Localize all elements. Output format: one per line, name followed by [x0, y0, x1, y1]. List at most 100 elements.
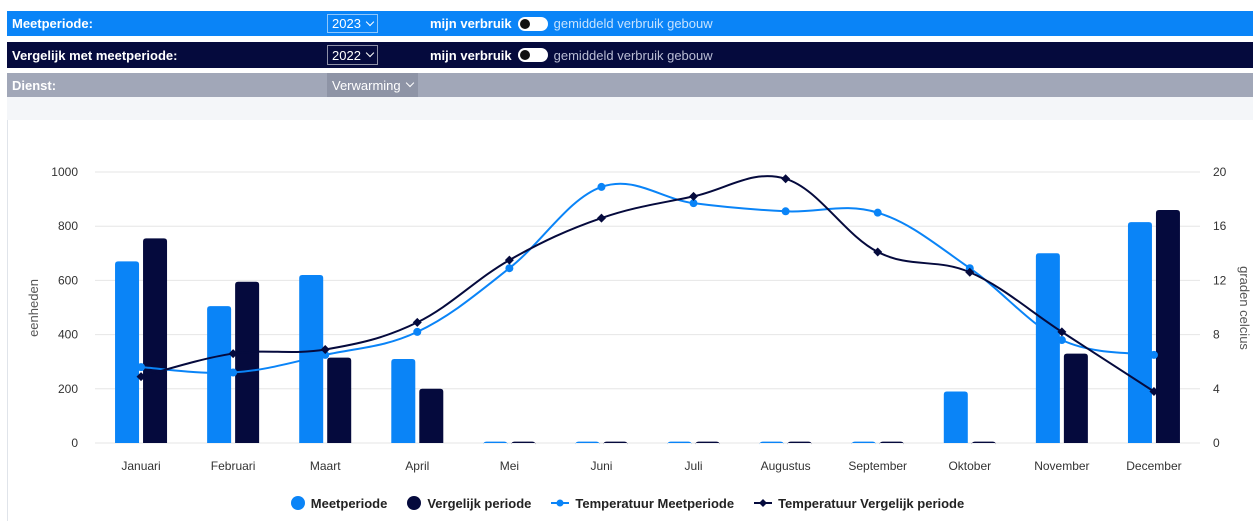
measure-period-select[interactable]: 2023	[327, 14, 378, 33]
point-temp-compare[interactable]	[504, 255, 514, 265]
point-temp-measure[interactable]	[1149, 350, 1158, 359]
label-layer: 0 200 400 600 800 1000 0 4 8 12 16 20 Januari Februar…	[51, 165, 1226, 473]
x-tick-label: December	[1126, 459, 1181, 473]
compare-usage-toggle[interactable]	[517, 48, 548, 62]
bar-compare[interactable]	[695, 441, 720, 445]
service-value: Verwarming	[332, 77, 401, 93]
legend-temp-measure-swatch	[551, 499, 570, 507]
point-temp-measure[interactable]	[873, 208, 882, 217]
bar-compare[interactable]	[511, 441, 536, 445]
bar-compare[interactable]	[143, 238, 168, 443]
legend-temp-compare-label: Temperatuur Vergelijk periode	[778, 495, 965, 511]
bar-measure[interactable]	[483, 441, 508, 445]
x-tick-label: Januari	[121, 459, 160, 473]
y2-tick-label: 4	[1213, 382, 1220, 396]
bar-measure[interactable]	[575, 441, 600, 445]
y2-tick-label: 0	[1213, 436, 1220, 450]
bar-measure[interactable]	[1127, 222, 1152, 443]
x-tick-label: Oktober	[948, 459, 991, 473]
chart-header-band	[7, 97, 1253, 120]
legend-item-temp-measure[interactable]: Temperatuur Meetperiode	[551, 496, 734, 511]
bar-compare[interactable]	[787, 441, 812, 445]
measure-period-label: Meetperiode:	[12, 16, 93, 31]
bar-compare[interactable]	[1063, 353, 1088, 443]
point-temp-compare[interactable]	[873, 247, 883, 257]
bar-compare[interactable]	[971, 441, 996, 445]
service-select[interactable]: Verwarming	[327, 73, 418, 97]
x-tick-label: Maart	[310, 459, 341, 473]
y2-axis-title: graden celcius	[1237, 266, 1252, 350]
x-tick-label: April	[405, 459, 429, 473]
measure-usage-toggle[interactable]	[517, 16, 548, 31]
point-temp-measure[interactable]	[137, 363, 146, 372]
measure-my-usage-label: mijn verbruik	[430, 16, 512, 31]
point-temp-compare[interactable]	[136, 372, 146, 382]
legend-temp-measure-label: Temperatuur Meetperiode	[575, 495, 735, 511]
point-temp-measure[interactable]	[229, 368, 238, 377]
usage-chart: 0 200 400 600 800 1000 0 4 8 12 16 20 Januari Februar…	[26, 165, 1252, 473]
bar-measure[interactable]	[667, 441, 692, 445]
bar-measure[interactable]	[851, 441, 876, 445]
compare-usage-toggle-group: mijn verbruik gemiddeld verbruik gebouw	[430, 42, 713, 68]
x-tick-label: Juli	[685, 459, 703, 473]
bar-compare[interactable]	[327, 357, 352, 443]
point-temp-measure[interactable]	[781, 207, 790, 216]
compare-period-label: Vergelijk met meetperiode:	[12, 47, 178, 63]
line-layer	[136, 174, 1159, 397]
y-tick-label: 200	[58, 382, 78, 396]
point-temp-compare[interactable]	[965, 267, 975, 277]
y2-tick-label: 16	[1213, 219, 1227, 233]
y-tick-label: 800	[58, 219, 78, 233]
point-temp-measure[interactable]	[689, 199, 698, 208]
point-temp-compare[interactable]	[596, 213, 606, 223]
point-temp-compare[interactable]	[320, 345, 330, 355]
y2-tick-label: 8	[1213, 328, 1220, 342]
grid-layer	[95, 171, 1200, 444]
x-tick-label: November	[1034, 459, 1089, 473]
legend-item-temp-compare[interactable]: Temperatuur Vergelijk periode	[754, 496, 964, 511]
bar-compare[interactable]	[1155, 209, 1180, 443]
compare-period-row: Vergelijk met meetperiode: 2022 mijn ver…	[7, 42, 1253, 68]
point-temp-compare[interactable]	[689, 191, 699, 201]
bar-compare[interactable]	[419, 388, 444, 443]
legend-item-compare[interactable]: Vergelijk periode	[407, 496, 531, 511]
legend-temp-compare-swatch	[754, 499, 773, 507]
toggle-knob	[519, 50, 530, 60]
bar-measure[interactable]	[759, 441, 784, 445]
point-temp-measure[interactable]	[321, 350, 330, 359]
y-tick-label: 400	[58, 328, 78, 342]
bar-measure[interactable]	[207, 306, 232, 443]
x-tick-label: Augustus	[761, 459, 811, 473]
y2-tick-label: 20	[1213, 165, 1227, 179]
bar-measure[interactable]	[115, 261, 140, 443]
point-temp-compare[interactable]	[781, 174, 791, 184]
measure-building-average-label: gemiddeld verbruik gebouw	[553, 16, 713, 31]
point-temp-measure[interactable]	[505, 264, 514, 273]
legend-item-measure[interactable]: Meetperiode	[290, 496, 387, 511]
point-temp-compare[interactable]	[228, 349, 238, 359]
point-temp-compare[interactable]	[1057, 327, 1067, 337]
bar-compare[interactable]	[603, 441, 628, 445]
bar-measure[interactable]	[1035, 253, 1060, 443]
point-temp-measure[interactable]	[1057, 336, 1066, 345]
bar-measure[interactable]	[943, 391, 968, 443]
y-tick-label: 0	[71, 436, 78, 450]
measure-usage-toggle-group: mijn verbruik gemiddeld verbruik gebouw	[430, 11, 713, 36]
point-temp-measure[interactable]	[597, 182, 606, 191]
chart-legend: Meetperiode Vergelijk periode Temperatuu…	[0, 492, 1255, 514]
bar-measure[interactable]	[391, 358, 416, 443]
compare-building-average-label: gemiddeld verbruik gebouw	[553, 47, 713, 63]
service-label: Dienst:	[12, 77, 57, 93]
bar-layer	[115, 209, 1180, 445]
bar-compare[interactable]	[879, 441, 904, 445]
point-temp-measure[interactable]	[413, 327, 422, 336]
point-temp-compare[interactable]	[412, 317, 422, 327]
point-temp-compare[interactable]	[1149, 387, 1159, 397]
y-tick-label: 1000	[51, 165, 78, 179]
y-tick-label: 600	[58, 273, 78, 287]
compare-period-select[interactable]: 2022	[327, 45, 378, 65]
compare-my-usage-label: mijn verbruik	[430, 47, 512, 63]
bar-compare[interactable]	[235, 281, 260, 443]
chart-frame	[7, 120, 1253, 521]
x-tick-label: September	[848, 459, 907, 473]
